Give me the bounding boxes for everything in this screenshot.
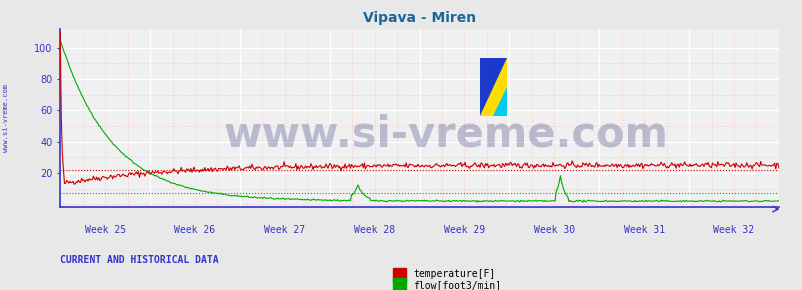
Text: flow[foot3/min]: flow[foot3/min]: [413, 280, 501, 290]
Text: Week 32: Week 32: [712, 225, 754, 235]
Title: Vipava - Miren: Vipava - Miren: [363, 11, 476, 25]
Text: Week 28: Week 28: [354, 225, 395, 235]
Text: Week 27: Week 27: [264, 225, 305, 235]
Polygon shape: [492, 87, 506, 116]
Text: Week 26: Week 26: [174, 225, 215, 235]
Text: www.si-vreme.com: www.si-vreme.com: [223, 114, 667, 156]
Text: www.si-vreme.com: www.si-vreme.com: [3, 84, 10, 152]
Text: Week 31: Week 31: [623, 225, 664, 235]
Text: Week 29: Week 29: [444, 225, 484, 235]
Polygon shape: [480, 58, 506, 116]
Text: CURRENT AND HISTORICAL DATA: CURRENT AND HISTORICAL DATA: [60, 255, 219, 265]
Text: Week 30: Week 30: [533, 225, 574, 235]
Text: Week 25: Week 25: [84, 225, 126, 235]
Polygon shape: [480, 58, 506, 116]
Text: temperature[F]: temperature[F]: [413, 269, 495, 279]
